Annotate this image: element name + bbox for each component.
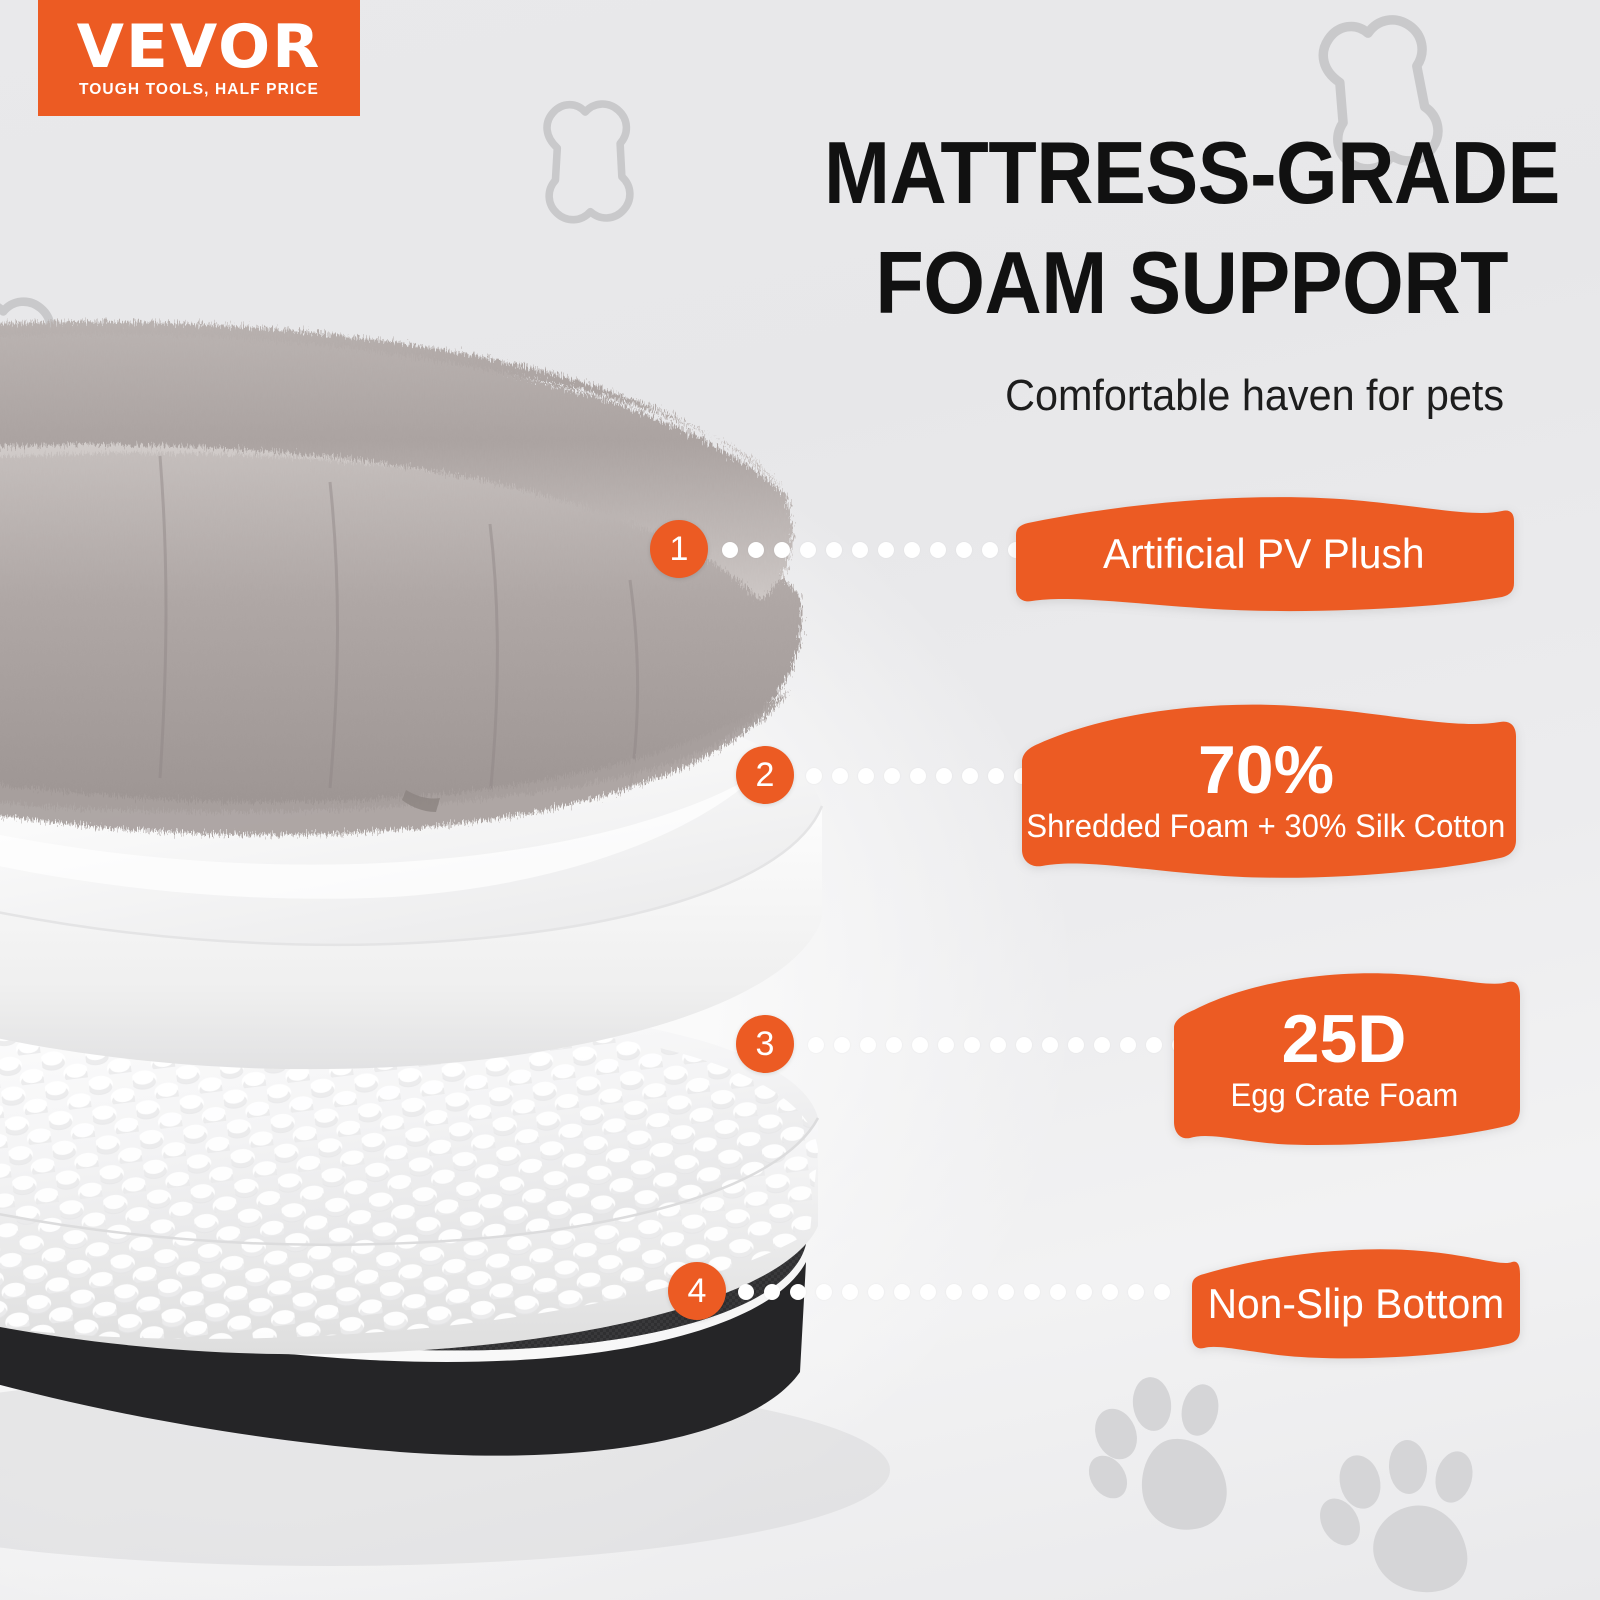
callout-connector-4 [738,1283,1178,1301]
callout-badge-3-sub: Egg Crate Foam [1230,1077,1458,1113]
headline-line-2: FOAM SUPPORT [875,233,1508,332]
product-exploded-view [0,321,822,1456]
callout-badge-2-headline: 70% [1197,732,1335,808]
headline-line-1: MATTRESS-GRADE [824,123,1560,222]
egg-crate-foam-layer [0,1007,820,1355]
vevor-logo: VEVOR TOUGH TOOLS, HALF PRICE [38,0,360,116]
callout-badge-4-label: Non-Slip Bottom [1207,1280,1505,1327]
callout-connector-1 [722,541,1076,559]
page-title: MATTRESS-GRADE FOAM SUPPORT [748,118,1560,338]
callout-connector-3 [808,1036,1214,1054]
callout-badge-4: Non-Slip Bottom [1192,1248,1520,1360]
callout-marker-3: 3 [736,1015,794,1073]
callout-badge-2-sub: Shredded Foam + 30% Silk Cotton [1026,808,1506,844]
plush-bolster-layer [0,321,802,835]
callout-connector-2 [806,767,1056,785]
callout-badge-2: 70% Shredded Foam + 30% Silk Cotton [1014,700,1518,880]
callout-marker-2: 2 [736,746,794,804]
callout-marker-1: 1 [650,520,708,578]
callout-badge-3-headline: 25D [1281,1001,1407,1077]
callout-badge-1: Artificial PV Plush [1014,495,1514,613]
logo-tagline: TOUGH TOOLS, HALF PRICE [78,80,319,98]
logo-wordmark: VEVOR [76,11,322,82]
page-subtitle: Comfortable haven for pets [1005,371,1504,420]
callout-marker-4: 4 [668,1262,726,1320]
callout-badge-1-label: Artificial PV Plush [1103,530,1425,577]
paw-print-icon [1088,1377,1473,1593]
callout-badge-3: 25D Egg Crate Foam [1168,968,1520,1150]
